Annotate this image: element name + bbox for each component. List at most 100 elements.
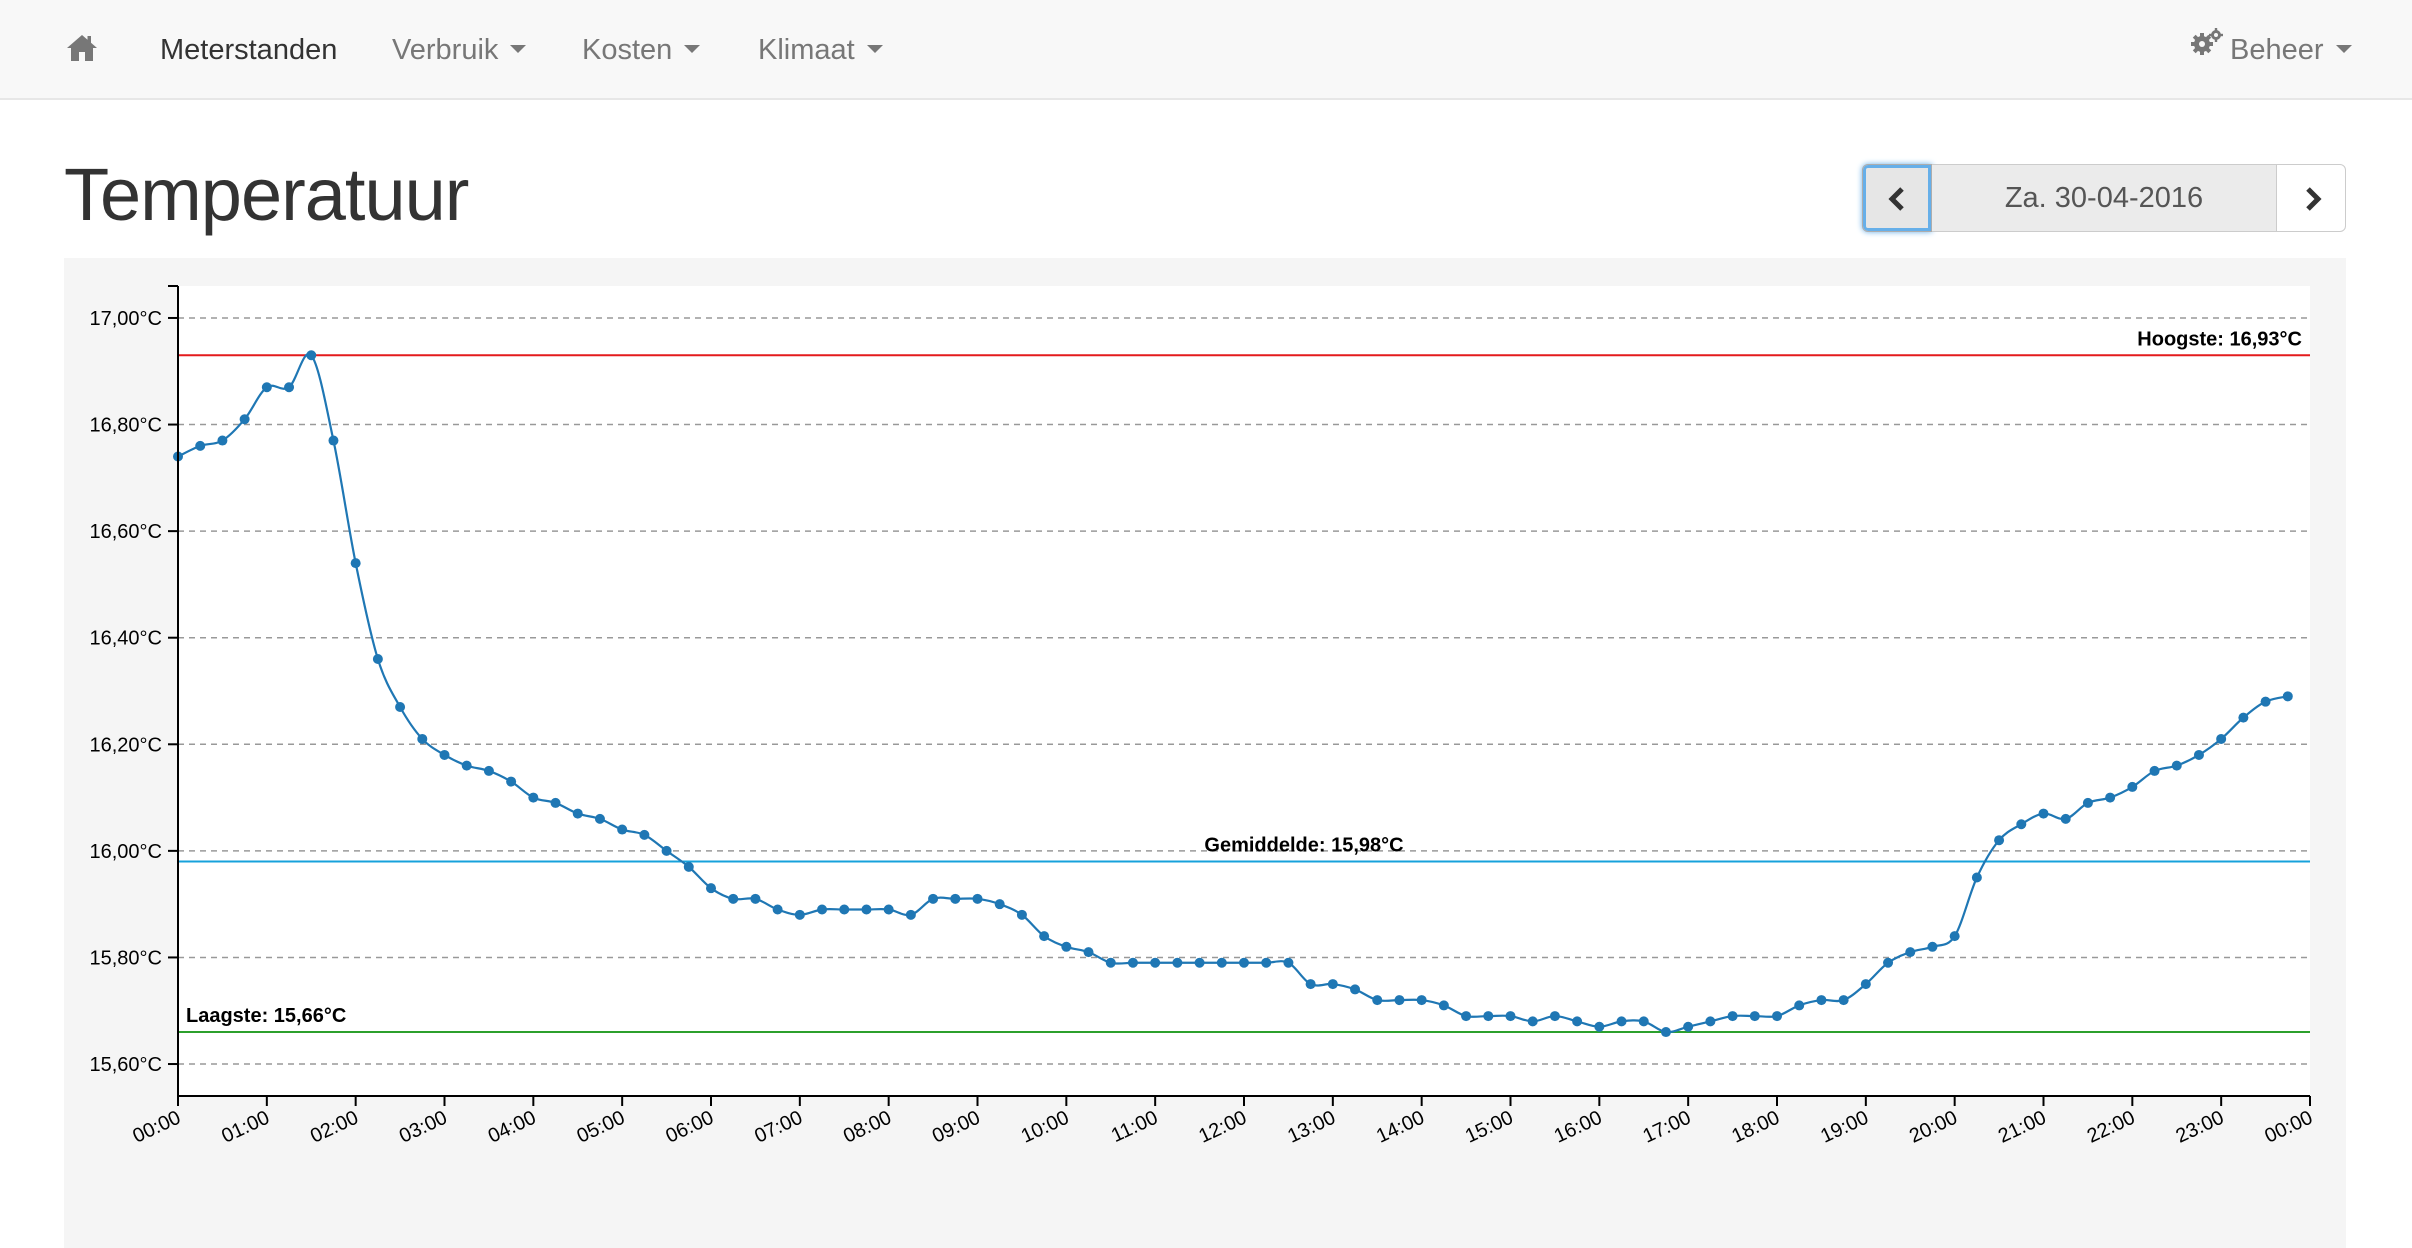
data-point [2216, 733, 2227, 744]
data-point [1150, 957, 1161, 968]
nav-beheer[interactable]: Beheer [2190, 0, 2352, 100]
data-point [1172, 957, 1183, 968]
data-point [1216, 957, 1227, 968]
data-point [395, 701, 406, 712]
data-point [461, 760, 472, 771]
data-point [1061, 941, 1072, 952]
data-point [2082, 797, 2093, 808]
x-tick-label: 00:00 [2261, 1107, 2316, 1148]
data-point [794, 909, 805, 920]
data-point [417, 733, 428, 744]
home-icon[interactable] [64, 30, 104, 70]
data-point [950, 893, 961, 904]
data-point [1039, 931, 1050, 942]
nav-kosten-label: Kosten [582, 34, 673, 66]
x-tick-label: 06:00 [662, 1107, 717, 1148]
y-tick-label: 16,80°C [90, 415, 163, 437]
caret-down-icon [2335, 45, 2352, 54]
data-point [661, 845, 672, 856]
data-point [1350, 984, 1361, 995]
chevron-left-icon [1888, 187, 1904, 211]
data-point [306, 350, 317, 361]
x-tick-label: 10:00 [1018, 1107, 1073, 1148]
data-point [1594, 1021, 1605, 1032]
x-tick-label: 02:00 [307, 1107, 362, 1148]
x-tick-label: 21:00 [1995, 1107, 2050, 1148]
data-point [1261, 957, 1272, 968]
data-point [1372, 995, 1383, 1006]
nav-meterstanden[interactable]: Meterstanden [160, 34, 338, 66]
data-point [1683, 1021, 1694, 1032]
data-point [2171, 760, 2182, 771]
data-point [839, 904, 850, 915]
chevron-right-icon [2306, 187, 2322, 211]
plot-area [178, 286, 2310, 1096]
data-point [905, 909, 916, 920]
data-point [1883, 957, 1894, 968]
data-point [1239, 957, 1249, 968]
data-point [706, 883, 716, 894]
data-point [728, 893, 739, 904]
data-point [683, 861, 694, 872]
x-tick-label: 12:00 [1195, 1107, 1250, 1148]
reference-line-label: Laagste: 15,66°C [186, 1005, 346, 1027]
data-point [1572, 1016, 1583, 1027]
data-point [328, 435, 339, 446]
x-tick-label: 22:00 [2084, 1107, 2139, 1148]
x-tick-label: 00:00 [129, 1107, 184, 1148]
data-point [2193, 749, 2204, 760]
data-point [1438, 1000, 1449, 1011]
temperature-chart: Hoogste: 16,93°C Gemiddelde: 15,98°C Laags… [90, 285, 2316, 1148]
x-tick-label: 20:00 [1906, 1107, 1961, 1148]
data-point [1772, 1011, 1782, 1022]
data-point [2282, 691, 2293, 702]
data-point [2038, 808, 2049, 819]
data-point [1971, 872, 1982, 883]
data-point [772, 904, 783, 915]
data-point [239, 414, 250, 425]
previous-day-button[interactable] [1862, 164, 1932, 232]
data-point [1483, 1011, 1494, 1022]
data-point [1327, 979, 1338, 990]
data-point [1838, 995, 1849, 1006]
data-point [1527, 1016, 1538, 1027]
x-tick-label: 05:00 [574, 1107, 629, 1148]
data-point [284, 382, 295, 393]
x-tick-label: 15:00 [1462, 1107, 1517, 1148]
data-point [350, 558, 361, 569]
reference-line-label: Gemiddelde: 15,98°C [1204, 835, 1403, 857]
next-day-button[interactable] [2276, 164, 2346, 232]
x-tick-label: 13:00 [1284, 1107, 1339, 1148]
data-point [1905, 947, 1916, 958]
x-tick-label: 01:00 [218, 1107, 273, 1148]
data-point [1194, 957, 1205, 968]
data-point [994, 899, 1005, 910]
data-point [217, 435, 228, 446]
data-point [1705, 1016, 1716, 1027]
y-tick-label: 17,00°C [90, 308, 163, 330]
data-point [1461, 1011, 1472, 1022]
data-point [861, 904, 872, 915]
data-point [817, 904, 828, 915]
data-point [617, 824, 628, 835]
data-point [2016, 819, 2027, 830]
nav-klimaat[interactable]: Klimaat [758, 0, 883, 100]
x-tick-label: 08:00 [840, 1107, 895, 1148]
data-point [195, 440, 206, 451]
x-tick-label: 17:00 [1640, 1107, 1695, 1148]
x-tick-label: 23:00 [2173, 1107, 2228, 1148]
data-point [2127, 781, 2138, 792]
nav-verbruik[interactable]: Verbruik [392, 0, 527, 100]
y-tick-label: 16,60°C [90, 521, 163, 543]
data-point [261, 382, 272, 393]
data-point [1416, 995, 1427, 1006]
y-tick-label: 15,60°C [90, 1054, 163, 1076]
data-point [750, 893, 761, 904]
nav-kosten[interactable]: Kosten [582, 0, 701, 100]
x-tick-label: 09:00 [929, 1107, 984, 1148]
data-point [1283, 957, 1294, 968]
data-point [1816, 995, 1827, 1006]
data-point [528, 792, 539, 803]
data-point [550, 797, 561, 808]
data-point [2238, 712, 2249, 723]
